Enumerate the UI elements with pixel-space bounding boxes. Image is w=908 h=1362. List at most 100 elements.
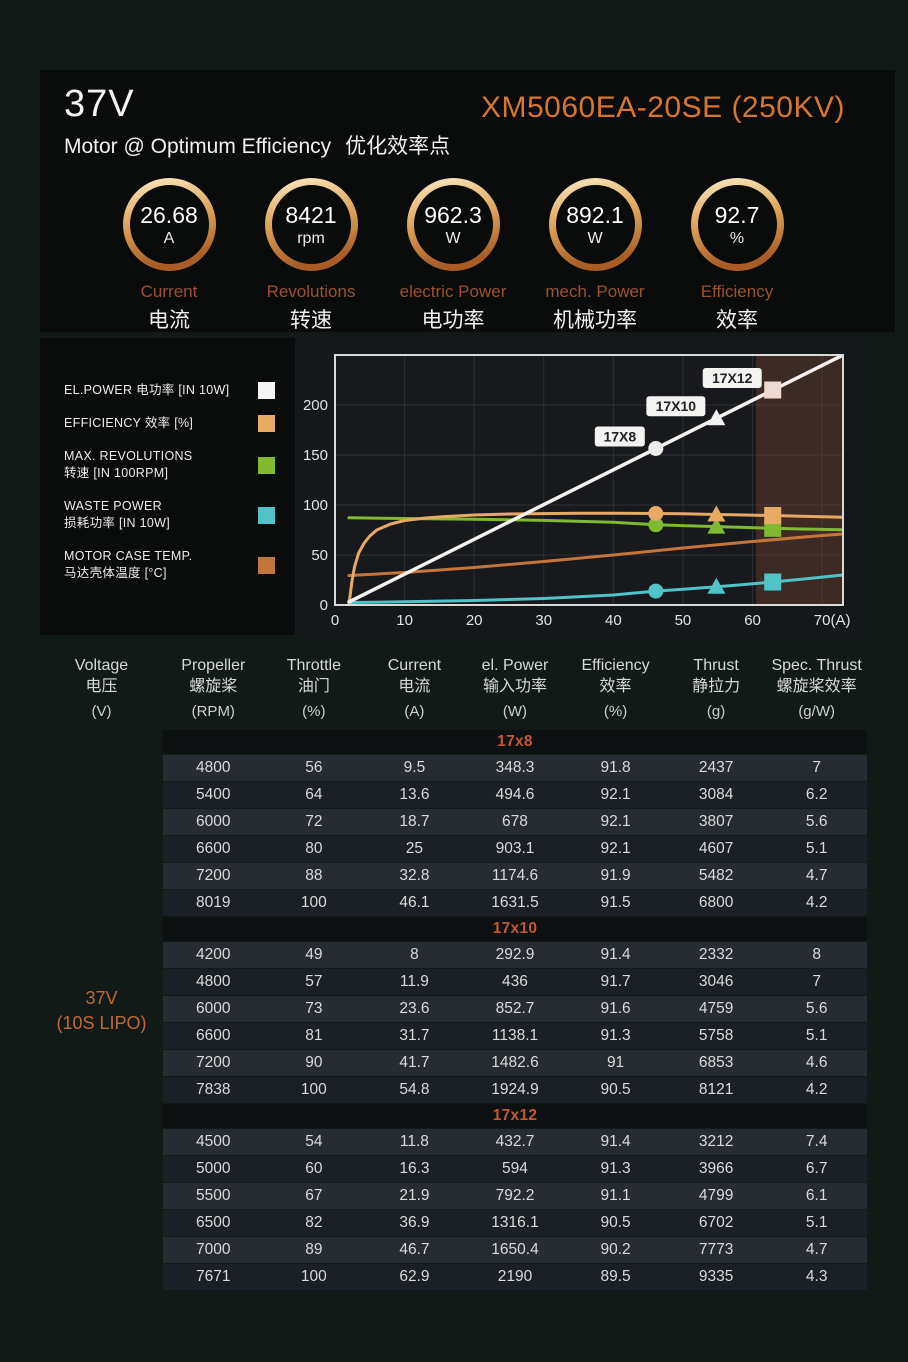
legend-label: MAX. REVOLUTIONS 转速 [IN 100RPM] <box>64 448 192 482</box>
table-cell: 73 <box>305 1000 323 1017</box>
table-cell: 18.7 <box>399 813 430 830</box>
table-cell: 88 <box>305 867 323 884</box>
legend-swatch-el-power-icon <box>258 382 275 399</box>
table-cell: 852.7 <box>495 1000 535 1017</box>
column-header-en: Efficiency <box>581 657 650 674</box>
table-cell: 21.9 <box>399 1187 430 1204</box>
marker-square-icon <box>764 381 782 399</box>
table-cell: 4.7 <box>805 867 828 884</box>
table-cell: 90.2 <box>600 1241 631 1258</box>
y-tick-label: 200 <box>303 397 328 414</box>
table-cell: 89.5 <box>600 1268 631 1285</box>
gauge-label-en: electric Power <box>399 282 507 301</box>
column-header-en: Throttle <box>286 657 341 674</box>
gauge-label-en: Current <box>140 282 198 301</box>
legend-label-line: 损耗功率 [IN 10W] <box>64 516 170 530</box>
table-row: 6000 72 18.7 678 92.1 3807 5.6 <box>163 809 867 835</box>
table-cell: 5482 <box>698 867 734 884</box>
gauge-efficiency: 92.7% Efficiency 效率 <box>672 176 802 334</box>
prop-label-box <box>594 426 645 447</box>
column-header-zh: 输入功率 <box>482 678 547 695</box>
column-header-thrust: Thrust 静拉力 (g) <box>666 650 767 722</box>
gauge-readout: 26.68 A <box>121 176 218 273</box>
x-tick-label: 60 <box>744 612 761 629</box>
table-cell: 7 <box>812 973 822 990</box>
gauge-unit: W <box>587 229 603 247</box>
x-tick-label: 40 <box>605 612 622 629</box>
table-cell: 594 <box>502 1160 528 1177</box>
table-cell: 92.1 <box>600 840 631 857</box>
table-cell: 1174.6 <box>491 867 539 884</box>
prop-label-text: 17X8 <box>603 429 636 445</box>
legend-item-efficiency: EFFICIENCY 效率 [%] <box>64 415 275 432</box>
legend-swatch-efficiency-icon <box>258 415 275 432</box>
table-cell: 4.6 <box>805 1054 828 1071</box>
table-cell: 4500 <box>196 1133 231 1150</box>
gauge-ring: 892.1 W <box>547 176 644 273</box>
x-tick-label: 20 <box>466 612 483 629</box>
column-header-unit: (V) <box>91 703 112 720</box>
table-cell: 92.1 <box>600 813 631 830</box>
gauge-ring: 26.68 A <box>121 176 218 273</box>
table-cell: 91 <box>606 1054 625 1071</box>
column-header-zh: 电压 <box>85 678 118 695</box>
table-cell: 5.1 <box>805 840 828 857</box>
table-cell: 62.9 <box>399 1268 430 1285</box>
gauge-ring-icon <box>264 178 358 271</box>
table-cell: 8019 <box>196 894 231 911</box>
column-header-en: Thrust <box>693 657 739 674</box>
table-cell: 3807 <box>698 813 734 830</box>
table-cell: 91.8 <box>600 759 631 776</box>
table-cell: 91.6 <box>600 1000 631 1017</box>
gauge-ring: 8421 rpm <box>263 176 360 273</box>
x-tick-label: 30 <box>535 612 552 629</box>
column-header-en: Propeller <box>181 657 246 674</box>
table-cell: 3084 <box>698 786 734 803</box>
gauge-label-en: Efficiency <box>700 282 774 301</box>
column-header-unit: (g) <box>706 703 726 720</box>
table-cell: 3046 <box>698 973 734 990</box>
legend-label-line: EL.POWER 电功率 [IN 10W] <box>64 383 230 397</box>
gauge-unit: % <box>729 229 745 247</box>
gauge-readout: 92.7% <box>689 176 786 273</box>
table-row: 5000 60 16.3 594 91.3 3966 6.7 <box>163 1156 867 1182</box>
voltage-group-label: 37V (10S LIPO) <box>40 730 163 1291</box>
gauge-label-zh: 电功率 <box>421 309 485 332</box>
column-header-spec-thrust: Spec. Thrust 螺旋桨效率 (g/W) <box>766 650 867 722</box>
table-row: 7200 88 32.8 1174.6 91.9 5482 4.7 <box>163 863 867 889</box>
gauge-current: 26.68 A Current 电流 <box>104 176 234 334</box>
table-cell: 90.5 <box>600 1214 631 1231</box>
table-cell: 7000 <box>196 1241 231 1258</box>
table-cell: 6000 <box>196 813 231 830</box>
gauge-ring-icon <box>406 178 500 271</box>
table-cell: 31.7 <box>399 1027 430 1044</box>
gauge-value: 962.3 <box>424 201 482 228</box>
table-cell: 57 <box>305 973 323 990</box>
column-header-zh: 效率 <box>599 678 632 695</box>
subtitle-en: Motor @ Optimum Efficiency <box>64 135 332 158</box>
legend-label-line: 马达壳体温度 [°C] <box>64 566 167 580</box>
table-cell: 23.6 <box>399 1000 430 1017</box>
table-row: 8019 100 46.1 1631.5 91.5 6800 4.2 <box>163 890 867 916</box>
table-cell: 91.4 <box>600 1133 631 1150</box>
table-cell: 11.9 <box>399 973 429 990</box>
table-row: 4500 54 11.8 432.7 91.4 3212 7.4 <box>163 1129 867 1155</box>
legend-label: EL.POWER 电功率 [IN 10W] <box>64 382 229 399</box>
table-cell: 436 <box>502 973 528 990</box>
table-cell: 3212 <box>698 1133 734 1150</box>
table-cell: 5758 <box>698 1027 734 1044</box>
page-voltage-title: 37V <box>64 83 135 125</box>
x-tick-label: 70(A) <box>814 612 851 629</box>
table-cell: 5.1 <box>805 1027 828 1044</box>
table-cell: 1138.1 <box>491 1027 539 1044</box>
table-cell: 90 <box>305 1054 323 1071</box>
gauge-label-en: Revolutions <box>266 282 356 301</box>
gauge-revolutions: 8421 rpm Revolutions 转速 <box>246 176 376 334</box>
table-cell: 81 <box>305 1027 323 1044</box>
table-cell: 5500 <box>196 1187 231 1204</box>
column-header-unit: (g/W) <box>798 703 835 720</box>
table-cell: 56 <box>305 759 323 776</box>
table-row: 6000 73 23.6 852.7 91.6 4759 5.6 <box>163 996 867 1022</box>
